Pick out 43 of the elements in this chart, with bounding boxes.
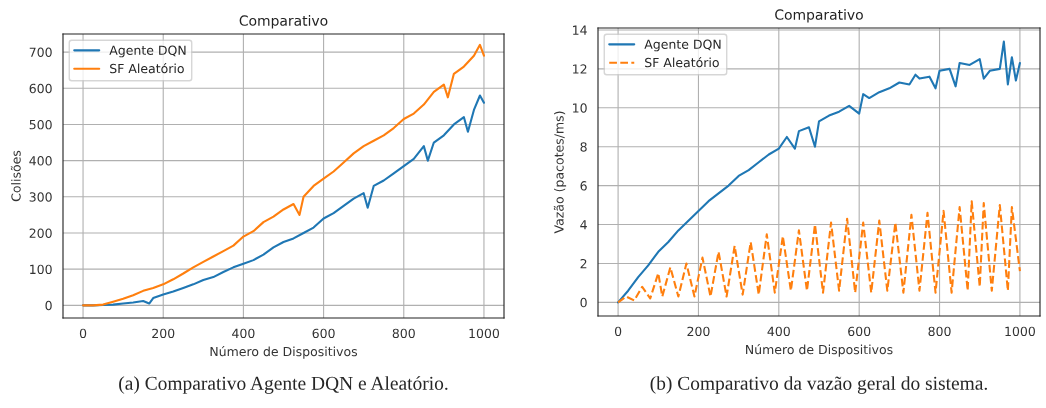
y-tick-label: 300 bbox=[29, 192, 52, 202]
x-tick-label: 400 bbox=[767, 326, 790, 337]
chart-title: Comparativo bbox=[239, 15, 328, 29]
y-tick-label: 700 bbox=[29, 47, 52, 58]
x-tick-label: 1000 bbox=[1005, 326, 1035, 337]
text: (b) Comparativo da vazão geral do sistema. bbox=[650, 376, 987, 394]
text: (a) Comparativo Agente DQN e Aleatório. bbox=[119, 376, 448, 394]
y-tick-label: 0 bbox=[45, 300, 52, 311]
x-tick-label: 600 bbox=[312, 328, 335, 339]
y-tick-label: 200 bbox=[29, 228, 52, 238]
x-tick-label: 800 bbox=[392, 328, 415, 339]
legend-label: SF Aleatório bbox=[645, 57, 719, 68]
y-axis-title: Colisões bbox=[10, 150, 21, 202]
y-tick-label: 10 bbox=[573, 103, 587, 113]
y-tick-label: 6 bbox=[580, 181, 587, 191]
x-tick-label: 1000 bbox=[469, 328, 500, 339]
x-tick-label: 0 bbox=[79, 328, 87, 339]
x-tick-label: 800 bbox=[928, 326, 951, 337]
chart-title: Comparativo bbox=[775, 9, 863, 23]
legend-label: Agente DQN bbox=[109, 45, 186, 58]
x-tick-label: 200 bbox=[687, 326, 710, 337]
y-tick-label: 4 bbox=[580, 220, 587, 230]
x-tick-label: 0 bbox=[614, 326, 622, 337]
legend-label: Agente DQN bbox=[644, 39, 721, 52]
x-tick-label: 400 bbox=[232, 328, 255, 339]
line-series bbox=[617, 40, 1021, 304]
line-series bbox=[617, 200, 1021, 304]
y-tick-label: 100 bbox=[30, 264, 52, 275]
legend-label: SF Aleatório bbox=[110, 63, 184, 74]
x-axis-title: Número de Dispositivos bbox=[746, 344, 893, 357]
line-series bbox=[82, 43, 485, 307]
y-tick-label: 14 bbox=[573, 25, 587, 35]
y-tick-label: 500 bbox=[29, 119, 52, 130]
y-axis-title: Vazão (pacotes/ms) bbox=[553, 111, 567, 234]
y-tick-label: 12 bbox=[573, 64, 587, 74]
y-tick-label: 0 bbox=[580, 297, 587, 308]
y-tick-label: 400 bbox=[29, 156, 52, 166]
x-tick-label: 200 bbox=[152, 328, 175, 339]
y-tick-label: 600 bbox=[29, 83, 52, 94]
y-tick-label: 8 bbox=[580, 142, 587, 152]
x-axis-title: Número de Dispositivos bbox=[210, 346, 358, 359]
x-tick-label: 600 bbox=[848, 326, 871, 337]
y-tick-label: 2 bbox=[580, 258, 587, 269]
